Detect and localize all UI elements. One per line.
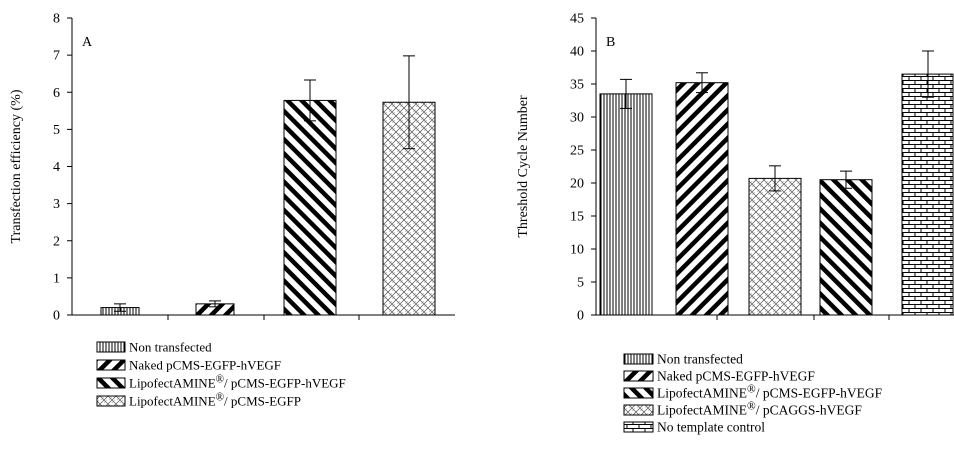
y-tick-label: 5 [53,123,60,138]
y-tick-label: 15 [570,210,584,225]
legend-swatch [96,359,126,371]
panel-label: A [82,35,93,50]
y-tick-label: 7 [53,49,60,64]
legend-swatch [96,341,126,353]
bar [819,179,873,316]
bar [675,82,729,316]
y-tick-label: 0 [577,309,584,324]
y-tick-label: 3 [53,197,60,212]
legend-swatch [623,370,654,382]
y-tick-label: 2 [53,234,60,249]
chart-panel-b: 0 5 10 15 20 25 30 35 40 45 Threshold Cycle Number… [516,12,954,435]
y-tick-label: 45 [570,12,584,27]
legend-label: LipofectAMINE®/ pCMS-EGFP-hVEGF [657,384,883,401]
y-tick-label: 30 [570,111,584,126]
y-axis-label: Threshold Cycle Number [516,95,531,238]
legend-label: LipofectAMINE®/ pCMS-EGFP [129,392,301,409]
legend-swatch [96,377,126,389]
legend-swatch [623,353,654,365]
y-tick-label: 6 [53,86,60,101]
legend-label: No template control [657,420,765,435]
legend-swatch [623,421,654,433]
y-tick-label: 0 [53,309,60,324]
chart-panel-a: 0 1 2 3 4 5 6 7 8 Transfection efficiency (%) A Non… [9,12,455,409]
legend-label: Naked pCMS-EGFP-hVEGF [129,358,281,373]
y-tick-label: 5 [577,276,584,291]
y-tick-label: 20 [570,177,584,192]
bar [748,177,802,316]
legend-label: LipofectAMINE®/ pCMS-EGFP-hVEGF [129,374,346,391]
y-tick-label: 4 [53,160,60,175]
panel-label: B [606,35,615,50]
legend-label: Non transfected [129,340,212,355]
legend-label: Naked pCMS-EGFP-hVEGF [657,369,815,384]
y-axis-label: Transfection efficiency (%) [9,89,24,243]
y-tick-label: 8 [53,12,60,27]
y-tick-label: 1 [53,271,60,286]
y-tick-label: 40 [570,45,584,60]
y-tick-label: 25 [570,144,584,159]
bar [901,73,954,316]
legend-swatch [96,395,126,407]
legend-label: Non transfected [657,352,743,367]
y-tick-label: 10 [570,243,584,258]
legend-swatch [623,404,654,416]
bar [599,93,653,316]
legend-swatch [623,387,654,399]
legend-label: LipofectAMINE®/ pCAGGS-hVEGF [657,401,862,418]
bar [283,99,337,316]
y-tick-label: 35 [570,78,584,93]
